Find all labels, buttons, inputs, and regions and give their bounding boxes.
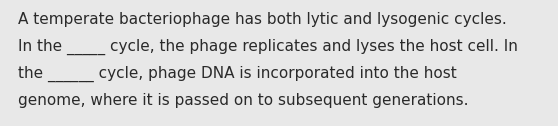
Text: In the _____ cycle, the phage replicates and lyses the host cell. In: In the _____ cycle, the phage replicates… [18, 39, 518, 55]
Text: genome, where it is passed on to subsequent generations.: genome, where it is passed on to subsequ… [18, 93, 469, 108]
Text: A temperate bacteriophage has both lytic and lysogenic cycles.: A temperate bacteriophage has both lytic… [18, 12, 507, 27]
Text: the ______ cycle, phage DNA is incorporated into the host: the ______ cycle, phage DNA is incorpora… [18, 66, 457, 82]
